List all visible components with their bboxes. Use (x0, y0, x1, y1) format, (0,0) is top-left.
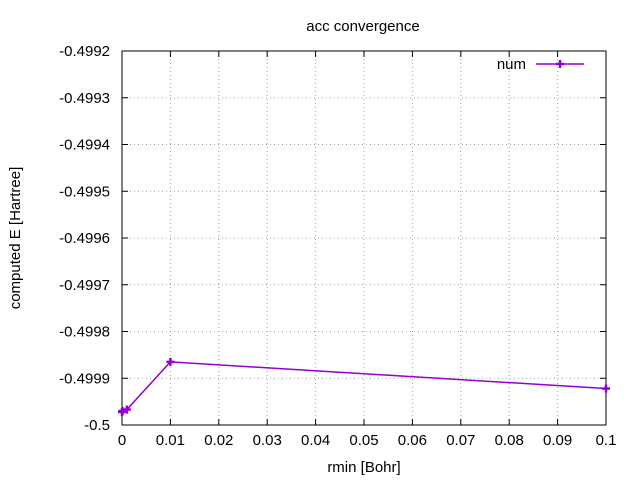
series-layer (118, 357, 610, 416)
x-tick-label: 0.06 (398, 432, 427, 449)
x-tick-label: 0.04 (301, 432, 330, 449)
x-tick-label: 0 (118, 432, 126, 449)
data-point (166, 357, 175, 366)
y-tick-label: -0.4998 (59, 324, 110, 341)
y-tick-label: -0.4997 (59, 277, 110, 294)
legend: num (497, 56, 584, 73)
y-axis-label: computed E [Hartree] (7, 167, 24, 310)
x-tick-label: 0.09 (543, 432, 572, 449)
data-point (602, 384, 610, 393)
legend-label: num (497, 56, 526, 73)
legend-marker (556, 60, 564, 68)
y-tick-label: -0.4993 (59, 90, 110, 107)
x-tick-labels: 0 0.01 0.02 0.03 0.04 0.05 0.06 0.07 0.08 0.09 0.1 (118, 432, 617, 449)
x-tick-label: 0.01 (156, 432, 185, 449)
y-tick-label: -0.4996 (59, 230, 110, 247)
y-tick-label: -0.5 (84, 417, 110, 434)
grid (122, 51, 606, 425)
x-tick-label: 0.1 (596, 432, 617, 449)
x-tick-label: 0.02 (204, 432, 233, 449)
series-line (121, 361, 607, 413)
y-tick-label: -0.4994 (59, 137, 110, 154)
chart-title: acc convergence (306, 18, 419, 35)
x-tick-label: 0.07 (446, 432, 475, 449)
x-tick-label: 0.03 (253, 432, 282, 449)
x-tick-label: 0.08 (495, 432, 524, 449)
x-axis-label: rmin [Bohr] (327, 459, 400, 476)
axis-ticks (121, 50, 607, 426)
y-tick-label: -0.4995 (59, 183, 110, 200)
y-tick-labels: -0.4992 -0.4993 -0.4994 -0.4995 -0.4996 -0.49… (59, 43, 110, 434)
y-tick-label: -0.4999 (59, 370, 110, 387)
data-point (122, 405, 131, 414)
y-tick-label: -0.4992 (59, 43, 110, 60)
x-tick-label: 0.05 (349, 432, 378, 449)
data-point (118, 406, 127, 415)
